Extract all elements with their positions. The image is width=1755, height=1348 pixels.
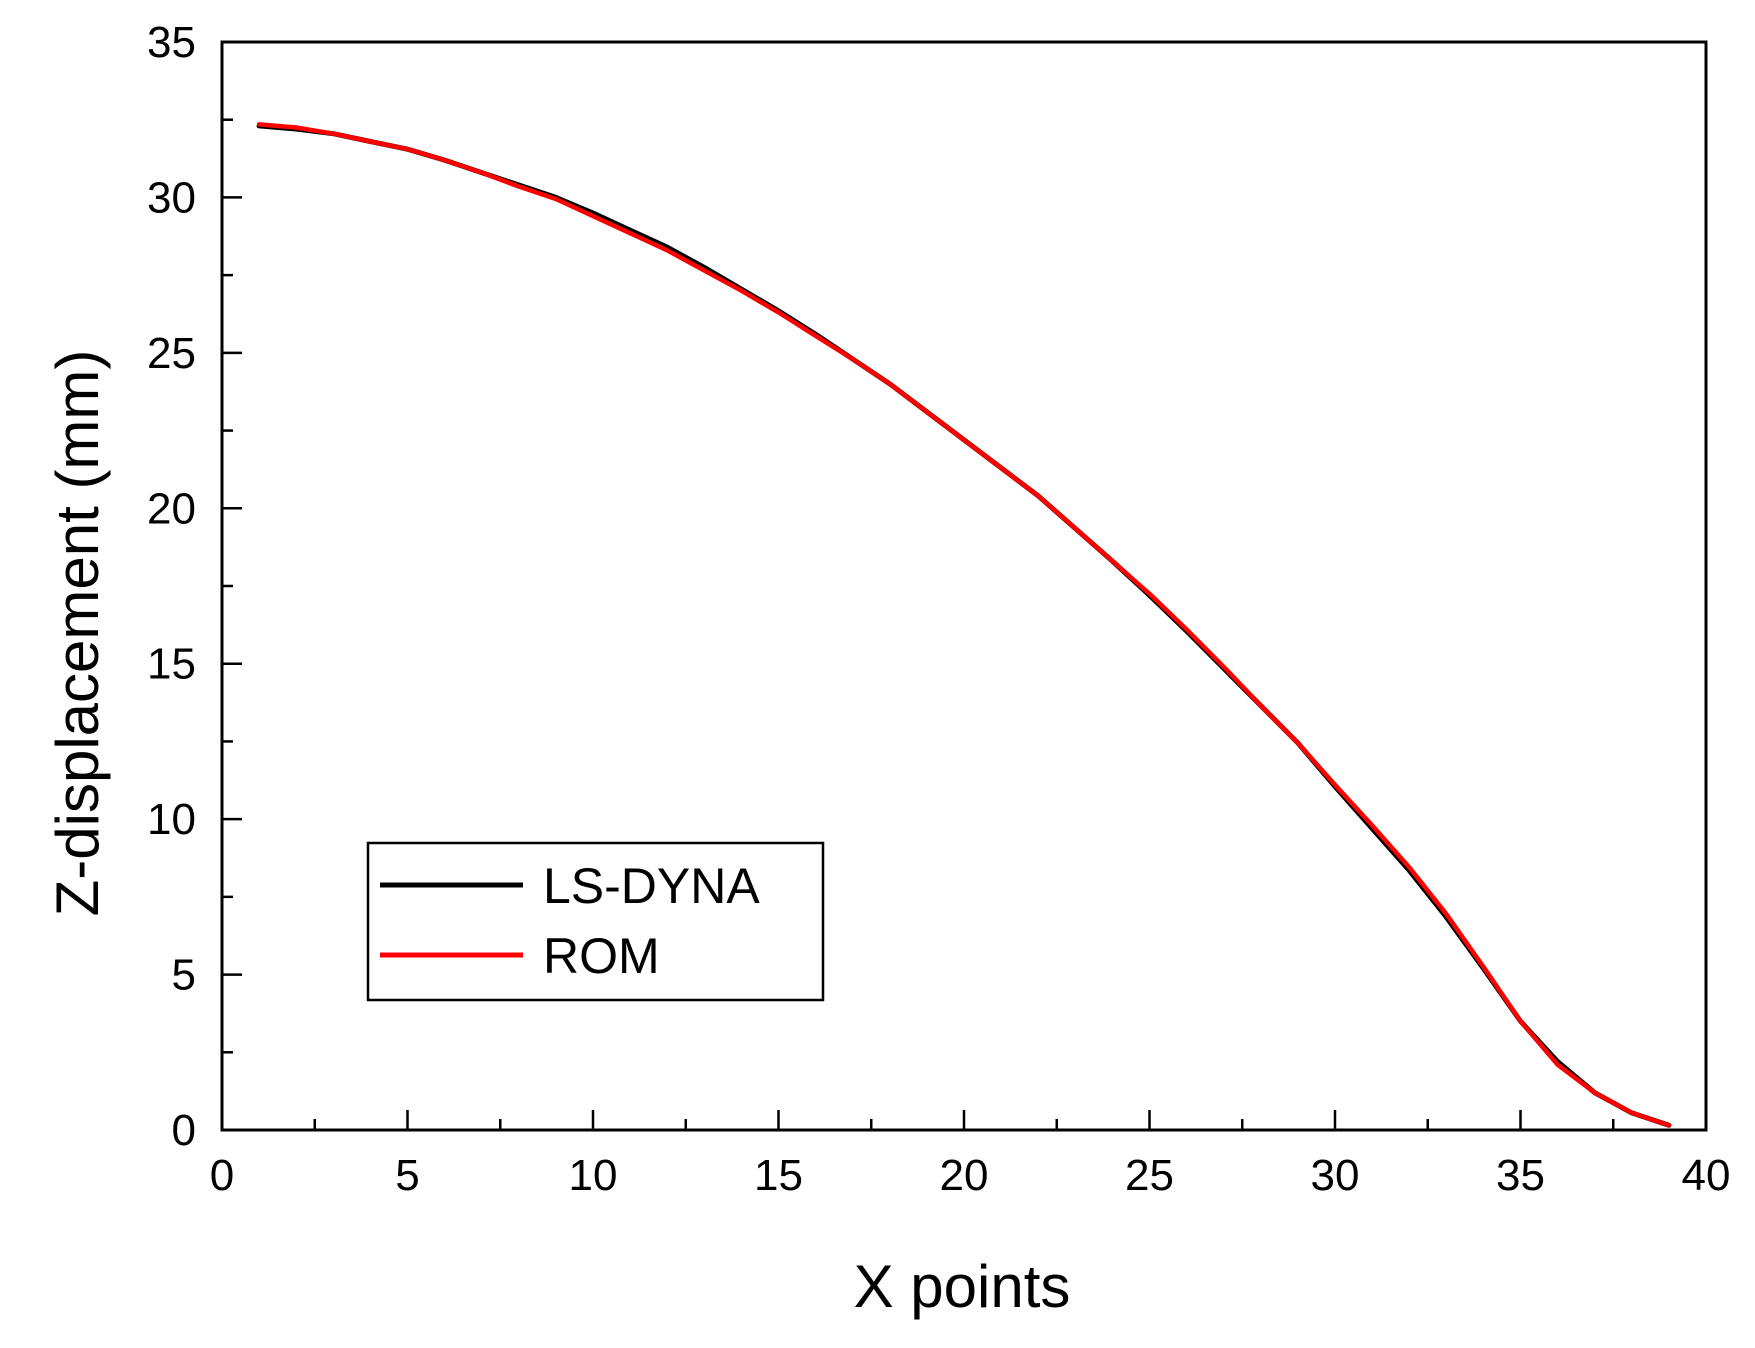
x-axis-title: X points — [854, 1253, 1071, 1320]
y-tick-label: 5 — [172, 951, 196, 1000]
y-tick-label: 15 — [147, 640, 196, 689]
plot-frame — [220, 40, 1708, 1132]
y-tick-label: 30 — [147, 173, 196, 222]
series-layer — [256, 122, 1672, 1128]
x-tick-label: 30 — [1311, 1151, 1360, 1200]
y-tick-label: 0 — [172, 1106, 196, 1155]
x-tick-label: 35 — [1496, 1151, 1545, 1200]
x-tick-label: 5 — [395, 1151, 419, 1200]
x-tick-label: 40 — [1682, 1151, 1731, 1200]
x-tick-label: 15 — [754, 1151, 803, 1200]
x-tick-label: 25 — [1125, 1151, 1174, 1200]
y-tick-label: 35 — [147, 18, 196, 67]
y-tick-label: 10 — [147, 795, 196, 844]
axes-layer: 0 5 10 15 20 25 30 35 40 0 5 10 15 20 25 30 35 — [147, 18, 1730, 1200]
x-tick-label: 20 — [940, 1151, 989, 1200]
y-tick-label: 20 — [147, 484, 196, 533]
legend-label: LS-DYNA — [543, 858, 760, 914]
legend: LS-DYNA ROM — [366, 841, 825, 1002]
legend-box — [366, 841, 825, 1002]
series-line-rom — [256, 122, 1672, 1128]
y-tick-label: 25 — [147, 329, 196, 378]
y-axis-title: Z-displacement (mm) — [44, 350, 111, 917]
x-tick-label: 10 — [569, 1151, 618, 1200]
x-tick-label: 0 — [210, 1151, 234, 1200]
legend-label: ROM — [543, 928, 660, 984]
frame-layer — [220, 40, 1708, 1132]
